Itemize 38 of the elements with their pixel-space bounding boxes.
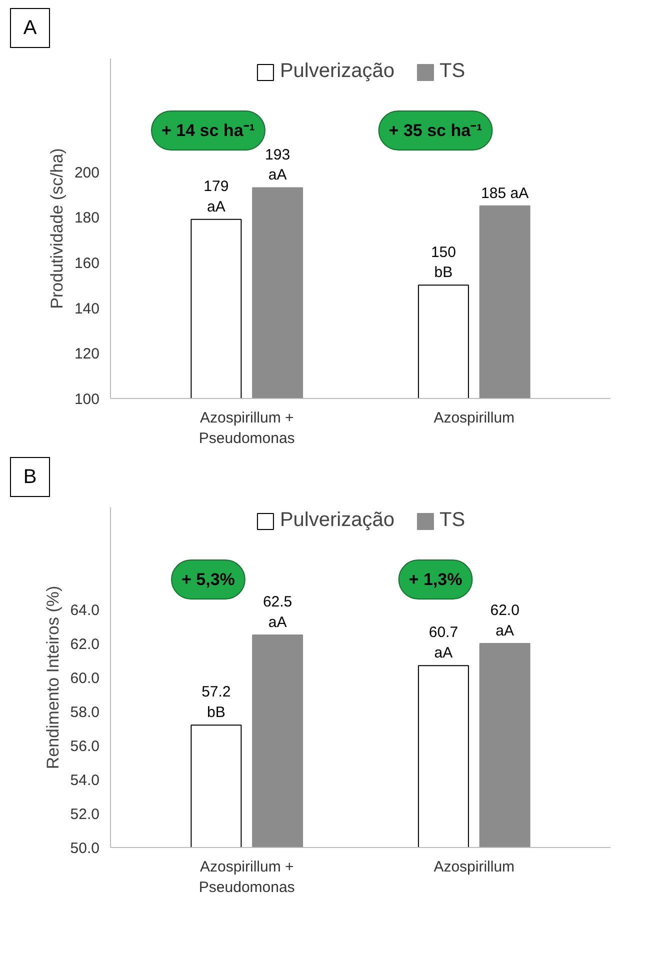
data-label: 62.5 aA — [262, 594, 292, 631]
x-tick-label: Azospirillum — [434, 858, 515, 876]
data-label: 60.7 aA — [428, 624, 458, 662]
annotation: + 1,3% — [408, 570, 462, 589]
legend-label: TS — [439, 60, 466, 83]
y-axis-title: Rendimento Inteiros (%) — [43, 586, 62, 770]
data-label: 57.2 bB — [202, 684, 231, 722]
data-label: 193 aA — [265, 146, 290, 184]
y-axis-title: Produtividade (sc/ha) — [47, 148, 66, 309]
text: B — [23, 464, 37, 490]
y-tick-label: 52.0 — [70, 806, 100, 823]
legend-label: TS — [439, 509, 466, 532]
annotation: + 14 sc ha⁻¹ — [162, 121, 256, 140]
y-tick-label: 100 — [74, 391, 100, 408]
data-label: 150 bB — [430, 244, 456, 282]
annotation: + 5,3% — [182, 570, 235, 589]
y-tick-label: 54.0 — [70, 772, 100, 789]
data-label: 179 aA — [204, 178, 229, 216]
y-tick-label: 160 — [74, 255, 100, 272]
annotation: + 35 sc ha⁻¹ — [388, 121, 483, 140]
y-tick-label: 120 — [74, 346, 100, 363]
legend-label: Pulverização — [280, 509, 394, 532]
y-tick-label: 60.0 — [70, 670, 100, 687]
y-tick-label: 64.0 — [70, 602, 100, 619]
y-tick-label: 62.0 — [70, 636, 100, 653]
text: A — [23, 16, 37, 41]
x-tick-label: Azospirillum + Pseudomonas — [198, 858, 295, 896]
y-tick-label: 58.0 — [70, 704, 100, 721]
legend-label: Pulverização — [280, 60, 394, 83]
data-label: 185 aA — [481, 184, 529, 202]
data-label: 62.0 aA — [490, 602, 520, 640]
y-tick-label: 140 — [74, 300, 100, 318]
y-tick-label: 50.0 — [70, 840, 100, 857]
x-tick-label: Azospirillum — [434, 410, 515, 426]
y-tick-label: 180 — [74, 210, 100, 227]
y-tick-label: 200 — [74, 164, 100, 182]
y-tick-label: 56.0 — [70, 738, 100, 755]
x-tick-label: Azospirillum + Pseudomonas — [198, 410, 295, 447]
